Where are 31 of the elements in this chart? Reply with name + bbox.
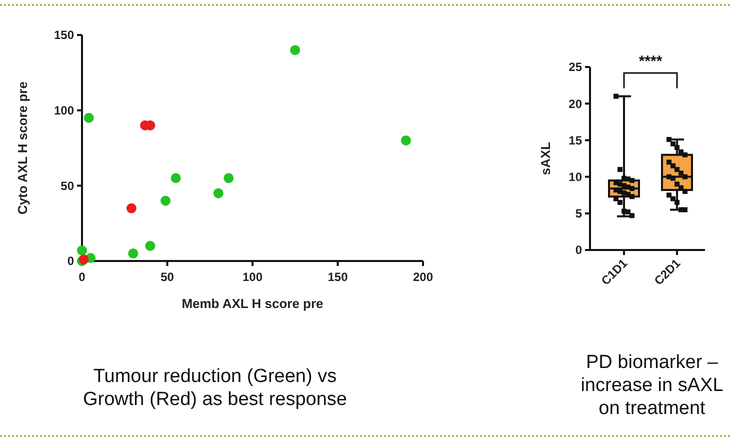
point — [77, 245, 87, 256]
point — [160, 196, 171, 206]
y-axis-title: Cyto AXL H score pre — [15, 82, 30, 214]
x-tick-label: 50 — [160, 270, 174, 284]
y-tick-label: 20 — [568, 96, 582, 111]
y-tick-label: 10 — [568, 170, 582, 184]
point — [290, 45, 300, 56]
y-tick-label: 50 — [60, 178, 74, 193]
x-tick-label: 150 — [328, 270, 348, 284]
x-tick-label: 100 — [242, 270, 263, 284]
y-tick-label: 5 — [575, 206, 582, 221]
point — [128, 248, 138, 258]
x-tick-label: 200 — [412, 270, 434, 284]
text: Tumour reduction (Green) vs Growth (Red) as best response — [82, 366, 348, 410]
y-axis-title: sAXL — [538, 142, 553, 176]
y-tick-label: 25 — [568, 60, 582, 74]
y-tick-label: 150 — [54, 28, 74, 42]
x-tick-label: 0 — [78, 270, 86, 284]
point — [145, 240, 156, 251]
point — [126, 203, 136, 214]
annotation: **** — [638, 53, 662, 70]
text: PD biomarker – increase in sAXL on treatment — [580, 352, 724, 419]
y-tick-label: 100 — [54, 104, 74, 118]
point — [400, 135, 411, 146]
x-axis-title: Memb AXL H score pre — [182, 296, 324, 311]
y-tick-label: 0 — [575, 243, 582, 258]
point — [170, 173, 181, 184]
point — [224, 173, 234, 184]
point — [213, 188, 224, 198]
y-tick-label: 15 — [568, 133, 582, 148]
point — [84, 112, 94, 123]
